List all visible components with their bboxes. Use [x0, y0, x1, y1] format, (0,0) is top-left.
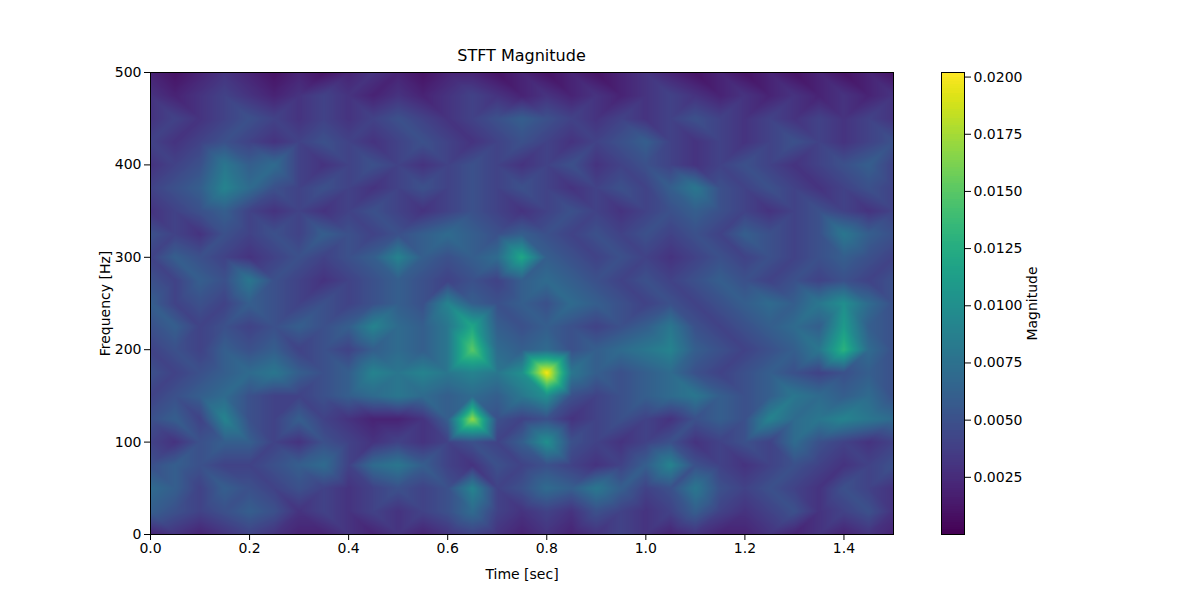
- svg-text:0.4: 0.4: [338, 540, 360, 556]
- svg-text:0: 0: [132, 526, 142, 542]
- svg-text:Time [sec]: Time [sec]: [484, 566, 558, 582]
- svg-text:0.6: 0.6: [437, 540, 459, 556]
- svg-text:Frequency [Hz]: Frequency [Hz]: [97, 251, 113, 357]
- svg-text:300: 300: [115, 249, 142, 265]
- svg-text:Magnitude: Magnitude: [1024, 266, 1040, 340]
- svg-text:0.0200: 0.0200: [974, 69, 1023, 85]
- svg-text:0.0100: 0.0100: [974, 297, 1023, 313]
- svg-text:0.0125: 0.0125: [974, 240, 1023, 256]
- svg-text:0.0175: 0.0175: [974, 126, 1023, 142]
- svg-text:0.0025: 0.0025: [974, 469, 1023, 485]
- svg-text:400: 400: [115, 156, 142, 172]
- svg-text:0.0150: 0.0150: [974, 183, 1023, 199]
- svg-text:0.0075: 0.0075: [974, 354, 1023, 370]
- svg-text:1.4: 1.4: [833, 540, 855, 556]
- svg-text:0.8: 0.8: [536, 540, 558, 556]
- svg-text:200: 200: [115, 341, 142, 357]
- svg-text:100: 100: [115, 434, 142, 450]
- svg-text:500: 500: [115, 64, 142, 80]
- svg-text:1.2: 1.2: [734, 540, 756, 556]
- html-text:STFT Magnitude: STFT Magnitude: [457, 46, 586, 65]
- svg-text:0.2: 0.2: [238, 540, 260, 556]
- svg-text:1.0: 1.0: [635, 540, 657, 556]
- svg-text:0.0: 0.0: [139, 540, 161, 556]
- svg-text:0.0050: 0.0050: [974, 412, 1023, 428]
